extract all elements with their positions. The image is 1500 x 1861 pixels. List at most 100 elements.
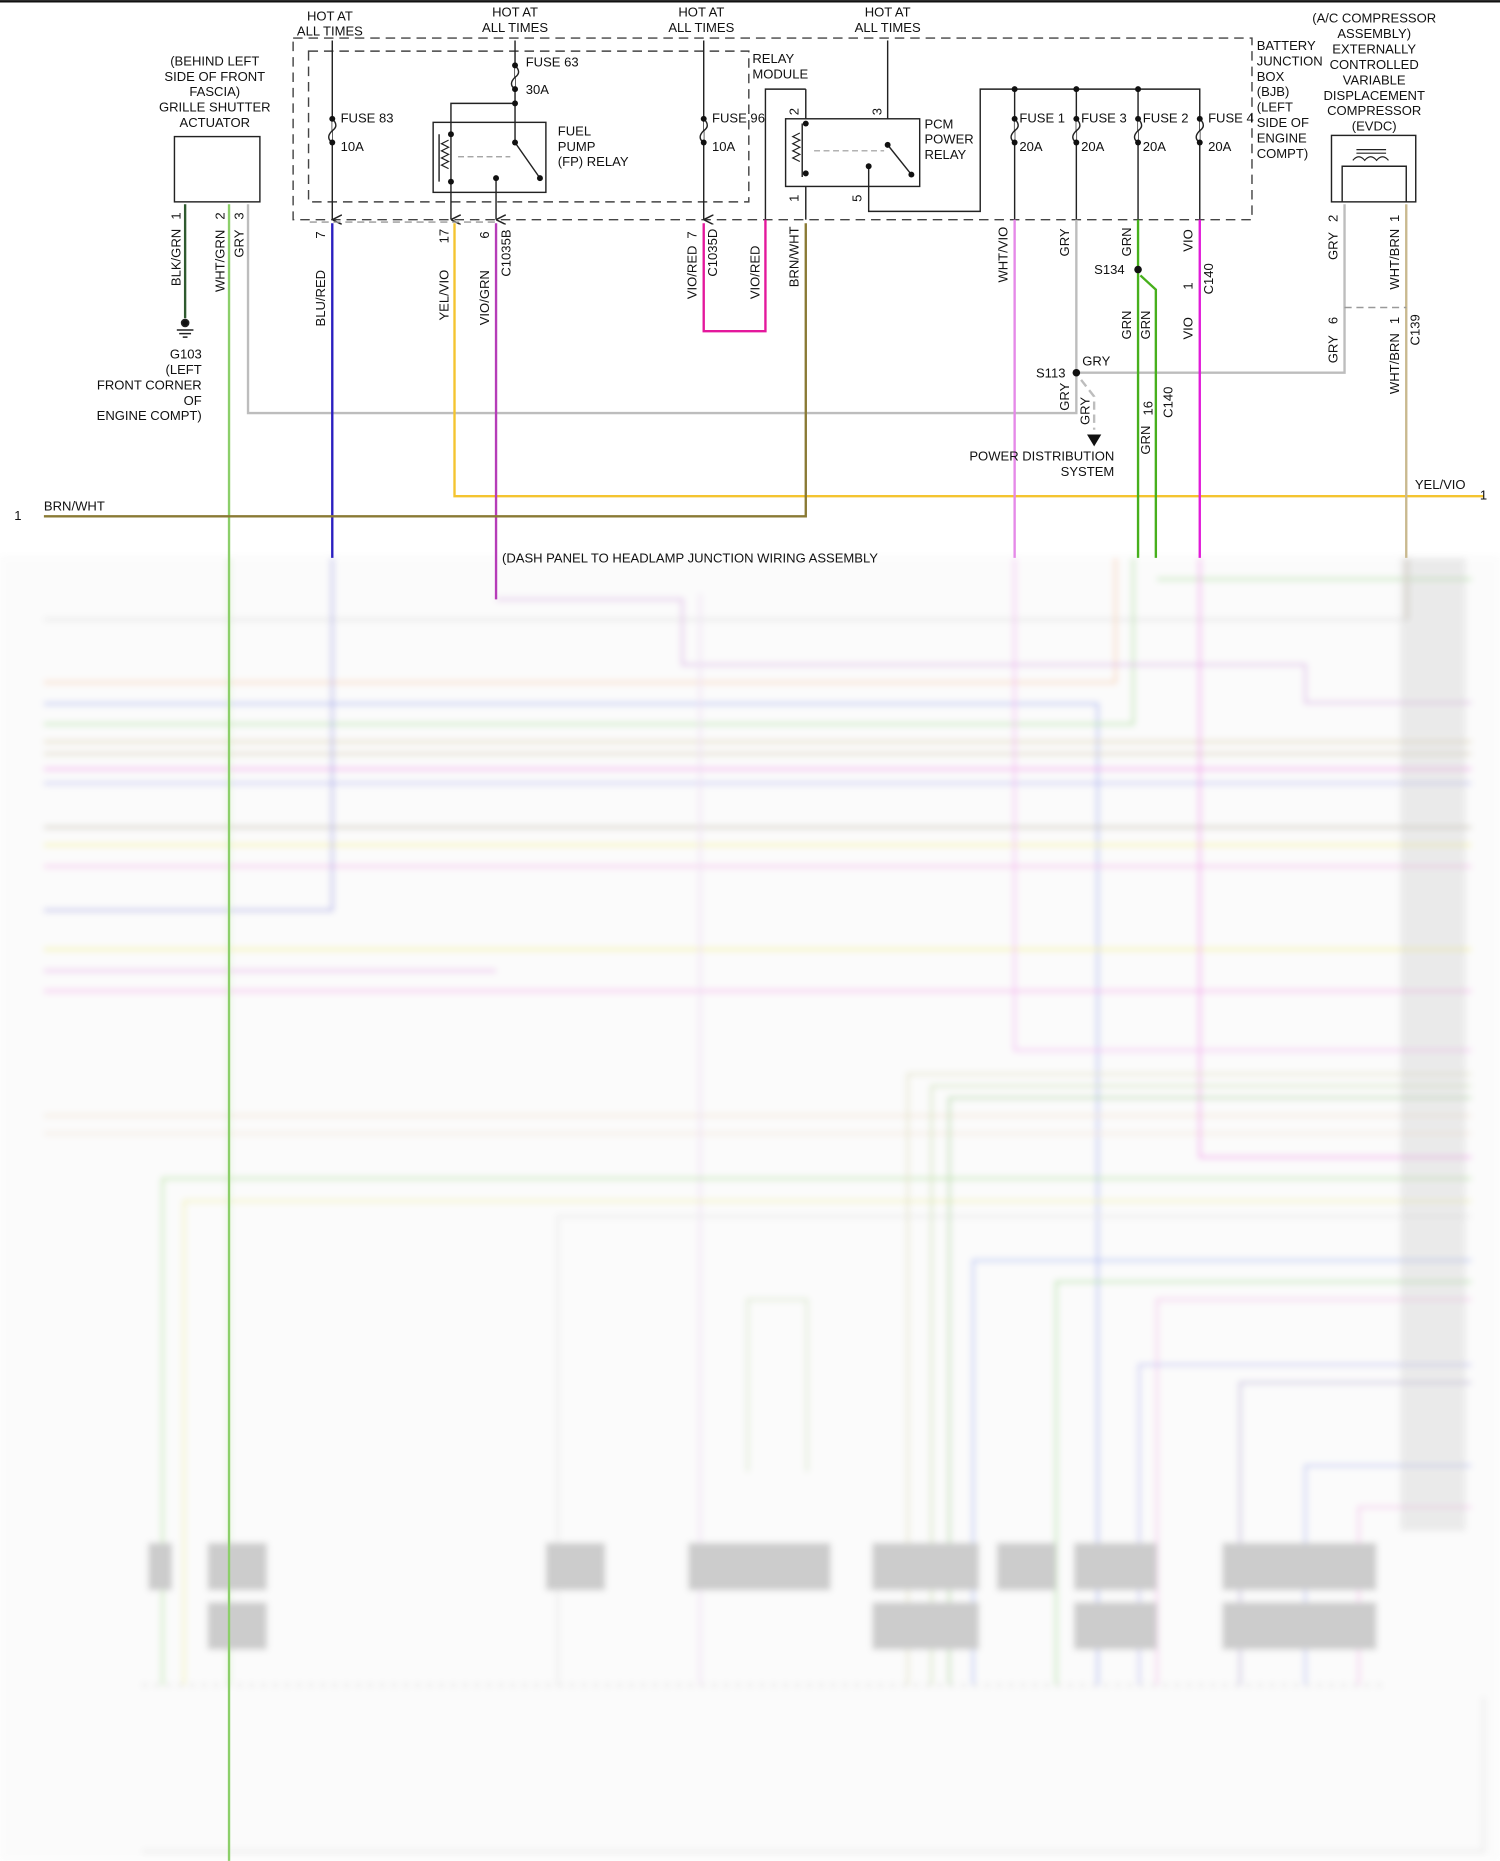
- svg-text:VIO/RED: VIO/RED: [747, 246, 762, 300]
- svg-text:C1035B: C1035B: [498, 229, 513, 276]
- wire-grn-2: [1139, 274, 1158, 558]
- svg-text:FUSE 4: FUSE 4: [1208, 110, 1254, 125]
- svg-text:C140: C140: [1160, 387, 1175, 418]
- brn-wht-label: BRN/WHT: [44, 498, 105, 513]
- svg-text:ALL TIMES: ALL TIMES: [482, 20, 548, 35]
- relay-coil-icons: [440, 132, 1389, 170]
- svg-text:ALL TIMES: ALL TIMES: [297, 24, 363, 39]
- svg-text:6: 6: [477, 231, 492, 238]
- svg-text:1: 1: [1387, 317, 1402, 324]
- svg-text:VIO: VIO: [1181, 229, 1196, 251]
- svg-text:YEL/VIO: YEL/VIO: [437, 270, 452, 321]
- wire-vio-red: [702, 219, 767, 333]
- svg-text:ENGINE: ENGINE: [1257, 131, 1307, 146]
- svg-text:BRN/WHT: BRN/WHT: [787, 226, 802, 287]
- svg-text:ALL TIMES: ALL TIMES: [855, 20, 921, 35]
- svg-text:DISPLACEMENT: DISPLACEMENT: [1323, 88, 1425, 103]
- evdc-compressor: [1330, 134, 1417, 203]
- yel-vio-label: YEL/VIO: [1415, 477, 1466, 492]
- svg-text:ASSEMBLY): ASSEMBLY): [1337, 26, 1411, 41]
- svg-text:GRY: GRY: [1057, 382, 1072, 410]
- svg-text:FUEL: FUEL: [558, 123, 591, 138]
- rotated-wire-labels: 1 2 3 BLK/GRN WHT/GRN GRY 7 17 6 C1035B …: [168, 108, 1422, 455]
- line-ref-right: 1: [1480, 488, 1487, 503]
- svg-text:(EVDC): (EVDC): [1352, 119, 1397, 134]
- svg-text:GRN: GRN: [1119, 227, 1134, 256]
- svg-text:G103: G103: [170, 347, 202, 362]
- svg-text:1: 1: [168, 212, 183, 219]
- svg-text:1: 1: [1181, 282, 1196, 289]
- arrow-down-icon: [1087, 434, 1102, 447]
- svg-text:HOT AT: HOT AT: [678, 5, 724, 20]
- svg-text:SIDE OF: SIDE OF: [1257, 115, 1309, 130]
- svg-text:ACTUATOR: ACTUATOR: [180, 115, 251, 130]
- svg-text:S134: S134: [1094, 262, 1124, 277]
- svg-text:EXTERNALLY: EXTERNALLY: [1332, 42, 1416, 57]
- pcm-power-relay: [784, 118, 921, 188]
- splice-s134: [1134, 265, 1142, 274]
- fuse-symbols: [328, 64, 1205, 144]
- svg-text:GRY: GRY: [1057, 228, 1072, 256]
- svg-text:C1035D: C1035D: [705, 229, 720, 277]
- svg-text:WHT/GRN: WHT/GRN: [212, 230, 227, 292]
- svg-text:BOX: BOX: [1257, 69, 1285, 84]
- connector-dash-links: [309, 221, 1407, 309]
- wire-brn-wht: [43, 223, 807, 518]
- svg-text:20A: 20A: [1208, 139, 1232, 154]
- svg-text:COMPT): COMPT): [1257, 146, 1308, 161]
- svg-text:GRY: GRY: [1082, 354, 1110, 369]
- svg-text:CONTROLLED: CONTROLLED: [1330, 57, 1419, 72]
- svg-text:VARIABLE: VARIABLE: [1343, 72, 1406, 87]
- svg-text:(BEHIND LEFT: (BEHIND LEFT: [170, 53, 259, 68]
- svg-text:BLK/GRN: BLK/GRN: [168, 229, 183, 286]
- ground-icon: [176, 318, 194, 338]
- svg-text:GRN: GRN: [1119, 311, 1134, 340]
- svg-text:FUSE 63: FUSE 63: [526, 55, 579, 70]
- svg-text:GRY: GRY: [1325, 335, 1340, 363]
- svg-text:(LEFT: (LEFT: [1257, 100, 1293, 115]
- svg-text:3: 3: [231, 212, 246, 219]
- svg-text:2: 2: [1325, 215, 1340, 222]
- svg-text:ENGINE COMPT): ENGINE COMPT): [97, 408, 202, 423]
- svg-text:VIO: VIO: [1181, 317, 1196, 339]
- svg-text:WHT/VIO: WHT/VIO: [996, 227, 1011, 283]
- svg-text:VIO/RED: VIO/RED: [685, 246, 700, 300]
- svg-text:ALL TIMES: ALL TIMES: [668, 20, 734, 35]
- svg-text:5: 5: [850, 195, 865, 202]
- svg-text:20A: 20A: [1019, 139, 1043, 154]
- svg-text:JUNCTION: JUNCTION: [1257, 53, 1323, 68]
- svg-text:POWER: POWER: [924, 132, 973, 147]
- svg-text:2: 2: [212, 212, 227, 219]
- svg-text:WHT/BRN: WHT/BRN: [1387, 229, 1402, 290]
- svg-text:10A: 10A: [341, 139, 365, 154]
- battery-junction-box-outline: [292, 37, 1253, 221]
- svg-text:HOT AT: HOT AT: [865, 5, 911, 20]
- svg-text:3: 3: [870, 108, 885, 115]
- splice-labels: S134 S113 GRY: [1036, 262, 1125, 380]
- svg-text:RELAY: RELAY: [752, 51, 794, 66]
- svg-text:FRONT CORNER: FRONT CORNER: [97, 377, 202, 392]
- dash-panel-note: (DASH PANEL TO HEADLAMP JUNCTION WIRING …: [502, 551, 878, 566]
- svg-text:GRY: GRY: [1325, 232, 1340, 260]
- svg-text:WHT/BRN: WHT/BRN: [1387, 333, 1402, 394]
- svg-text:PUMP: PUMP: [558, 139, 596, 154]
- fuel-pump-relay: [432, 121, 547, 194]
- svg-text:6: 6: [1325, 317, 1340, 324]
- svg-text:(FP) RELAY: (FP) RELAY: [558, 154, 629, 169]
- svg-text:GRILLE SHUTTER: GRILLE SHUTTER: [159, 100, 271, 115]
- svg-text:GRY: GRY: [1077, 397, 1092, 425]
- svg-text:C139: C139: [1407, 314, 1422, 345]
- svg-text:FUSE 96: FUSE 96: [712, 110, 765, 125]
- svg-text:FUSE 83: FUSE 83: [341, 110, 394, 125]
- splice-s113: [1072, 368, 1081, 377]
- svg-text:C140: C140: [1201, 263, 1216, 294]
- svg-text:MODULE: MODULE: [752, 66, 808, 81]
- wire-yel-vio: [453, 223, 1484, 498]
- svg-text:FUSE 3: FUSE 3: [1081, 110, 1127, 125]
- svg-text:GRY: GRY: [231, 229, 246, 257]
